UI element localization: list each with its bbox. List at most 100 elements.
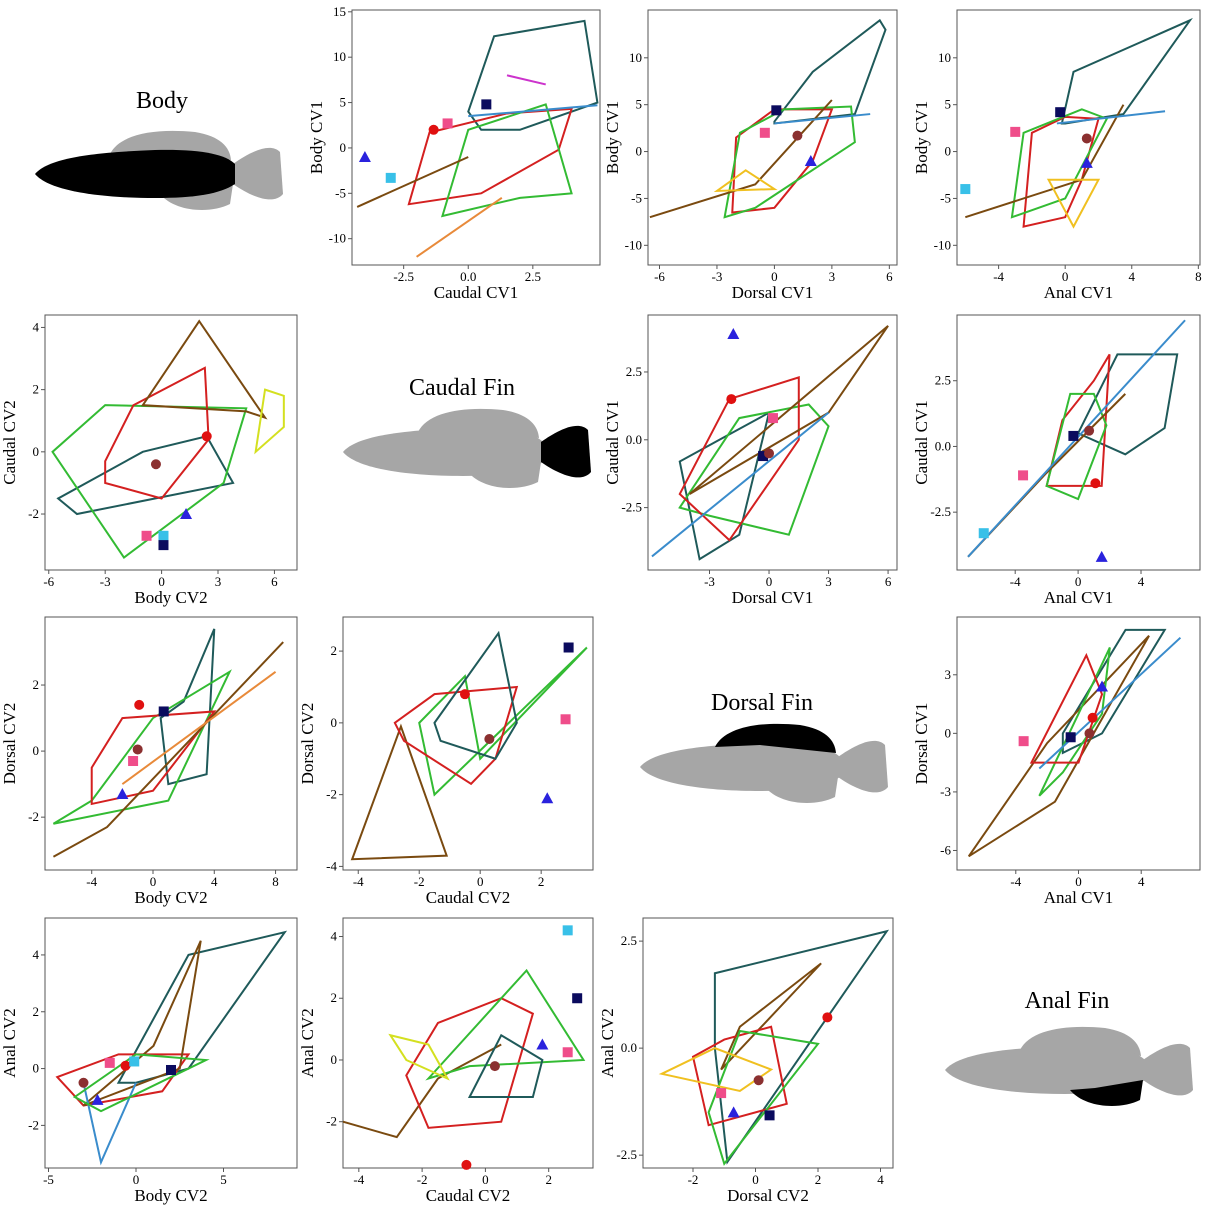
panel-label: Caudal Fin [409,375,515,401]
y-axis-label: Body CV1 [307,101,326,174]
y-tick-label: -10 [329,231,346,246]
point [158,706,169,717]
x-tick-label: 0 [766,574,773,589]
x-axis-label: Anal CV1 [1044,283,1113,302]
x-axis-label: Dorsal CV1 [732,588,814,607]
group-hull [1010,108,1109,219]
y-axis-label: Caudal CV2 [0,400,19,485]
x-tick-label: 8 [272,874,279,889]
point [716,1088,727,1099]
point [1080,156,1093,168]
group-hull [416,197,503,258]
point [91,1093,104,1105]
x-tick-label: 8 [1195,269,1202,284]
plot-frame [956,616,1201,871]
y-tick-label: 0 [33,743,40,758]
group-hull [965,104,1125,219]
point [562,1047,573,1058]
point [726,394,737,405]
y-tick-label: 0 [945,144,952,159]
point [180,508,193,520]
y-tick-label: 2 [331,643,338,658]
y-tick-label: 5 [636,97,643,112]
point [764,448,775,459]
y-tick-label: 10 [938,50,951,65]
x-axis-label: Body CV2 [134,588,207,607]
point [563,642,574,653]
y-tick-label: -2 [28,506,39,521]
x-axis-label: Caudal CV1 [434,283,519,302]
group-hull [405,997,535,1129]
y-tick-label: 2.5 [626,364,642,379]
y-tick-label: 2 [331,990,338,1005]
point [489,1061,500,1072]
point [1084,728,1095,739]
group-hull [418,646,588,797]
y-tick-label: 2 [33,1004,40,1019]
point [1087,712,1098,723]
group-hull [658,1047,774,1093]
x-tick-label: 4 [1138,874,1145,889]
x-tick-label: 0 [477,874,484,889]
group-hull [651,411,830,558]
point [727,327,740,339]
y-tick-label: 0.0 [935,438,951,453]
y-tick-label: 0 [340,140,347,155]
point [753,1075,764,1086]
point [978,528,989,539]
group-hull [104,366,210,500]
x-tick-label: 0.0 [460,269,476,284]
point [158,540,169,551]
plot-frame [647,9,898,266]
x-tick-label: -3 [704,574,715,589]
group-hull [691,1025,788,1127]
x-tick-label: 0 [771,269,778,284]
group-hull [90,710,217,806]
point [560,714,571,725]
group-hull [433,630,518,760]
y-tick-label: 2 [33,382,40,397]
group-hull [356,156,469,208]
point [764,1110,775,1121]
y-tick-label: 15 [333,4,346,19]
x-tick-label: -2 [414,874,425,889]
group-hull [689,325,889,495]
point [459,689,470,700]
group-hull [1038,647,1111,797]
x-axis-label: Caudal CV2 [426,888,511,907]
y-tick-label: 0 [945,725,952,740]
group-hull [116,930,288,1084]
y-tick-label: 4 [33,947,40,962]
x-tick-label: -5 [43,1172,54,1187]
y-tick-label: -5 [940,190,951,205]
fish-caudal [343,408,591,488]
point [128,756,139,767]
group-hull [1038,636,1182,770]
x-tick-label: 2.5 [525,269,541,284]
x-tick-label: -3 [100,574,111,589]
x-tick-label: 6 [886,269,893,284]
x-tick-label: 0 [752,1172,759,1187]
x-tick-label: -4 [353,874,364,889]
y-tick-label: -4 [326,858,337,873]
group-hull [51,404,248,559]
x-tick-label: 3 [829,269,836,284]
x-tick-label: -2 [688,1172,699,1187]
y-tick-label: 3 [945,667,952,682]
plot-frame [647,314,898,571]
group-hull [678,376,800,542]
point [1090,478,1101,489]
group-hull [1061,628,1167,755]
y-axis-label: Dorsal CV1 [912,703,931,785]
group-hull [254,388,285,455]
group-hull [649,99,833,219]
x-tick-label: 2 [538,874,545,889]
x-tick-label: 0 [133,1172,140,1187]
group-hull [425,968,586,1081]
group-hull [440,103,573,218]
point [166,1064,176,1075]
plot-frame [44,314,298,571]
y-tick-label: -2 [326,1114,337,1129]
y-tick-label: -5 [335,185,346,200]
panel-label: Body [136,88,188,114]
